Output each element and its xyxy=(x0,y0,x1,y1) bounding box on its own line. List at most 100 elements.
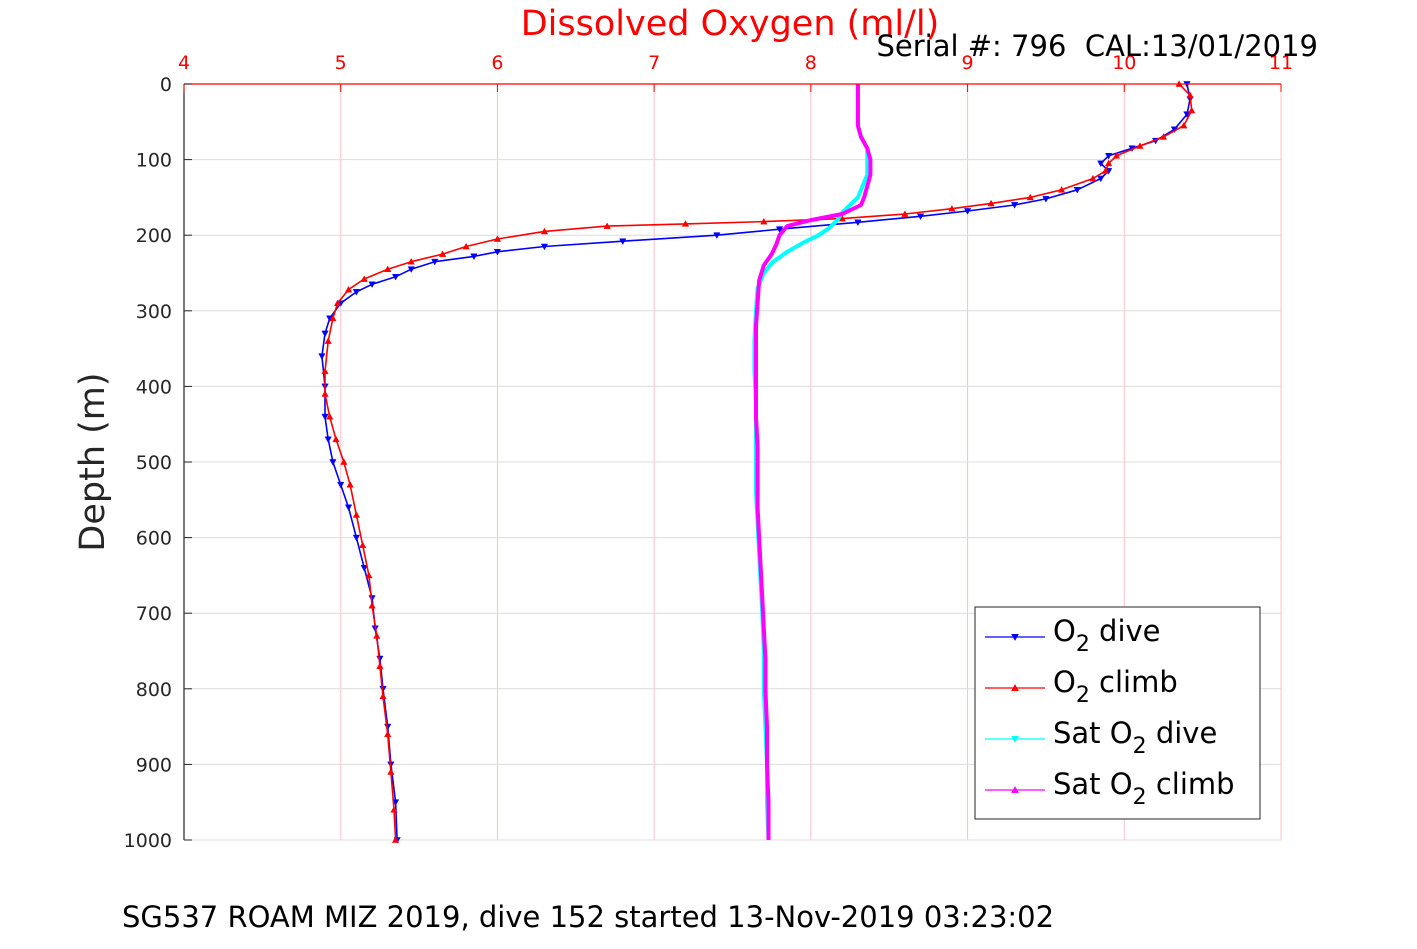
data-point xyxy=(352,511,361,518)
series-line xyxy=(754,84,873,840)
data-point xyxy=(344,504,353,512)
chart-title: Dissolved Oxygen (ml/l) xyxy=(521,4,940,44)
y-tick-label: 400 xyxy=(136,376,172,398)
legend-marker xyxy=(1011,785,1019,794)
data-point xyxy=(384,730,392,737)
data-point xyxy=(324,337,332,344)
data-point xyxy=(1089,174,1097,182)
data-point xyxy=(1073,187,1081,194)
data-point xyxy=(948,205,956,212)
data-point xyxy=(916,213,925,221)
x-tick-label: 7 xyxy=(648,52,660,74)
series-1 xyxy=(321,80,1196,843)
data-point xyxy=(329,459,337,466)
data-point xyxy=(1186,91,1194,99)
data-point xyxy=(854,219,862,227)
data-point xyxy=(540,227,549,235)
x-tick-label: 8 xyxy=(805,52,817,74)
data-point xyxy=(321,390,329,397)
data-point xyxy=(540,243,549,251)
data-point xyxy=(493,249,502,256)
data-point xyxy=(1010,202,1019,209)
data-point xyxy=(1104,153,1113,160)
axes: 4 5 6 7 8 9 10 11 0 100 200 300 400 500 600 700 800 900 10… xyxy=(124,52,1293,852)
legend-label: Sat O2 climb xyxy=(1053,767,1235,810)
data-point xyxy=(1026,193,1034,201)
footer-caption: SG537 ROAM MIZ 2019, dive 152 started 13… xyxy=(122,900,1054,934)
legend-label: Sat O2 dive xyxy=(1053,716,1217,759)
data-point xyxy=(368,281,376,289)
data-point xyxy=(407,266,415,273)
data-point xyxy=(1042,196,1050,203)
legend-marker xyxy=(1011,683,1019,692)
y-tick-label: 900 xyxy=(136,754,172,776)
data-point xyxy=(1101,167,1110,174)
data-point xyxy=(340,458,348,465)
y-tick-label: 700 xyxy=(136,603,172,625)
data-point xyxy=(346,480,354,488)
data-point xyxy=(1159,133,1168,140)
y-tick-label: 600 xyxy=(136,528,172,550)
data-point xyxy=(365,571,373,579)
data-point xyxy=(321,367,329,375)
data-point xyxy=(470,253,478,261)
data-point xyxy=(360,565,368,572)
data-point xyxy=(352,289,361,296)
y-tick-label: 200 xyxy=(136,225,172,247)
legend: O2 dive O2 climb Sat O2 dive Sat O2 climb xyxy=(974,606,1261,820)
x-tick-label: 4 xyxy=(178,52,190,74)
y-tick-label: 100 xyxy=(136,150,172,172)
x-tick-label: 10 xyxy=(1112,52,1136,74)
data-point xyxy=(352,534,361,542)
data-point xyxy=(391,836,400,843)
data-point xyxy=(360,275,368,282)
data-point xyxy=(359,541,367,548)
y-tick-label: 500 xyxy=(136,452,172,474)
legend-marker xyxy=(1011,633,1019,642)
data-point xyxy=(987,199,995,207)
x-tick-label: 9 xyxy=(962,52,974,74)
data-point xyxy=(1180,121,1188,129)
data-point xyxy=(344,285,353,293)
y-axis-label: Depth (m) xyxy=(73,372,113,551)
data-point xyxy=(329,314,337,322)
data-point xyxy=(390,806,398,813)
data-point xyxy=(407,257,415,265)
x-tick-label: 11 xyxy=(1269,52,1293,74)
y-tick-label: 300 xyxy=(136,301,172,323)
data-point xyxy=(760,217,768,225)
data-point xyxy=(326,412,334,420)
data-point xyxy=(387,768,395,775)
chart-subtitle: Serial #: 796 CAL:13/01/2019 xyxy=(876,29,1318,63)
legend-marker xyxy=(1011,735,1019,744)
data-point xyxy=(384,265,392,273)
legend-label: O2 climb xyxy=(1053,665,1178,708)
data-point xyxy=(1112,152,1121,159)
data-point xyxy=(1097,160,1105,168)
data-point xyxy=(438,250,447,257)
data-point xyxy=(376,662,384,669)
legend-box xyxy=(974,606,1261,820)
data-point xyxy=(619,238,627,245)
data-point xyxy=(431,258,439,266)
x-tick-label: 6 xyxy=(491,52,503,74)
data-point xyxy=(963,208,972,215)
data-point xyxy=(713,232,721,239)
data-point xyxy=(332,435,340,443)
data-point xyxy=(462,242,470,250)
data-point xyxy=(493,235,502,242)
data-point xyxy=(603,222,611,229)
data-series xyxy=(318,80,1196,844)
data-point xyxy=(1188,106,1196,114)
data-point xyxy=(1136,142,1144,149)
y-tick-label: 1000 xyxy=(124,830,172,852)
y-tick-label: 800 xyxy=(136,679,172,701)
data-point xyxy=(337,481,345,489)
data-point xyxy=(391,273,400,281)
data-point xyxy=(1097,175,1105,183)
data-point xyxy=(333,299,342,307)
data-point xyxy=(368,601,376,609)
data-point xyxy=(321,413,329,421)
